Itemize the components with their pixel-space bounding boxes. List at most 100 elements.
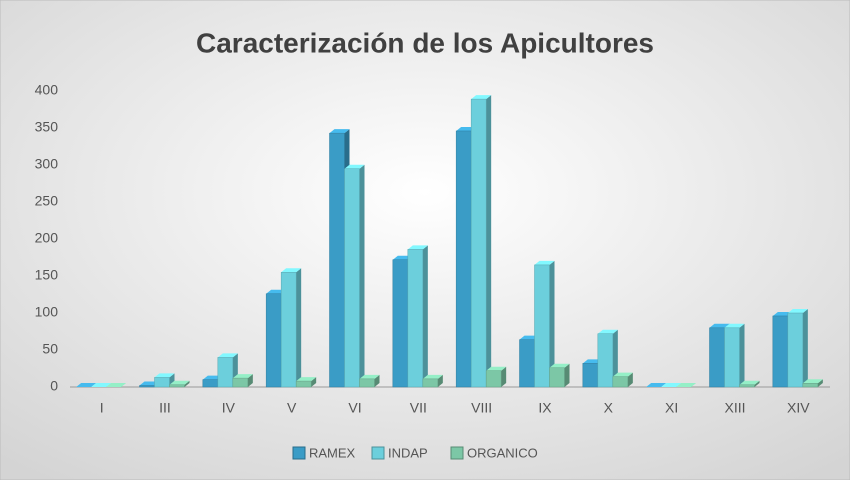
bar-side	[802, 309, 808, 387]
x-tick-label: XIII	[724, 400, 745, 416]
bar-side	[311, 377, 317, 387]
bar-side	[564, 363, 570, 387]
bar-top	[471, 95, 492, 100]
chart-title: Caracterización de los Apicultores	[196, 27, 654, 58]
bar	[549, 367, 565, 388]
bar	[787, 312, 804, 388]
bar-top	[232, 374, 253, 379]
x-tick-label: XI	[665, 400, 678, 416]
bar	[392, 259, 409, 388]
bar-side	[754, 380, 760, 387]
legend-label: INDAP	[388, 445, 428, 460]
y-tick-label: 400	[35, 82, 59, 98]
x-tick-label: VIII	[471, 400, 492, 416]
y-tick-label: 350	[35, 119, 59, 135]
x-tick-label: IX	[538, 400, 552, 416]
bar	[232, 377, 249, 388]
bar-side	[612, 329, 618, 387]
bar-top	[344, 164, 365, 169]
bar	[519, 339, 535, 388]
bar	[582, 363, 599, 388]
bar-side	[486, 95, 492, 387]
legend-label: RAMEX	[309, 445, 356, 460]
x-tick-label: VII	[410, 400, 427, 416]
bar-top	[422, 374, 443, 379]
bar-top	[787, 309, 808, 313]
bar-side	[739, 323, 745, 387]
legend-label: ORGANICO	[467, 445, 538, 460]
bar-top	[709, 323, 730, 328]
bar-top	[407, 245, 428, 250]
bar	[534, 264, 550, 388]
bar	[329, 132, 345, 388]
bar	[139, 385, 155, 388]
y-tick-label: 300	[35, 156, 59, 172]
bar	[612, 376, 629, 388]
bar-top	[802, 379, 823, 384]
bar	[772, 315, 789, 388]
bar-top	[217, 353, 238, 358]
bar	[455, 130, 472, 388]
bar	[470, 98, 487, 388]
bar-top	[281, 268, 302, 273]
legend-swatch	[450, 446, 464, 460]
bar	[422, 378, 439, 388]
bar-top	[486, 366, 507, 371]
bar-side	[374, 374, 380, 387]
bar-top	[646, 383, 667, 387]
x-tick-label: X	[604, 400, 614, 416]
legend-swatch	[371, 446, 385, 460]
bar	[802, 383, 819, 388]
bar	[202, 379, 219, 388]
x-tick-label: IV	[222, 400, 236, 416]
y-tick-label: 50	[42, 341, 58, 357]
bar-top	[296, 377, 317, 382]
y-tick-label: 250	[35, 193, 59, 209]
bar	[154, 377, 170, 388]
bar-top	[676, 383, 697, 387]
bar-side	[627, 372, 633, 387]
bar	[407, 249, 424, 388]
bar	[739, 384, 755, 388]
bar	[485, 370, 502, 388]
bar	[724, 327, 740, 388]
bar-top	[724, 323, 745, 328]
bar-side	[501, 366, 507, 387]
bar-top	[549, 363, 570, 368]
bar-top	[91, 383, 112, 387]
bar	[169, 384, 185, 388]
x-tick-label: XIV	[787, 400, 810, 416]
bar	[597, 333, 614, 388]
bar	[280, 272, 297, 388]
legend-swatch	[292, 446, 306, 460]
bar-top	[169, 380, 190, 385]
bar-side	[359, 164, 365, 387]
bar-top	[106, 383, 127, 387]
bar-top	[359, 374, 380, 379]
bar-top	[597, 329, 618, 334]
bar-side	[549, 260, 555, 387]
y-tick-label: 200	[35, 230, 59, 246]
bar-side	[184, 380, 190, 387]
bar-top	[76, 383, 97, 387]
bar-top	[661, 383, 682, 387]
bar-top	[739, 380, 760, 385]
bar-side	[296, 268, 302, 387]
bar-side	[437, 374, 443, 387]
bar-side	[247, 374, 253, 387]
x-tick-label: V	[287, 400, 297, 416]
x-tick-label: I	[100, 400, 104, 416]
bar-side	[422, 245, 428, 387]
bar	[359, 378, 375, 388]
y-tick-label: 100	[35, 304, 59, 320]
x-tick-label: III	[159, 400, 171, 416]
bar	[217, 357, 234, 388]
bar	[295, 380, 312, 388]
bar-top	[154, 373, 175, 378]
bar-top	[612, 372, 633, 377]
bar-top	[534, 260, 555, 265]
y-tick-label: 150	[35, 267, 59, 283]
x-tick-label: VI	[348, 400, 361, 416]
